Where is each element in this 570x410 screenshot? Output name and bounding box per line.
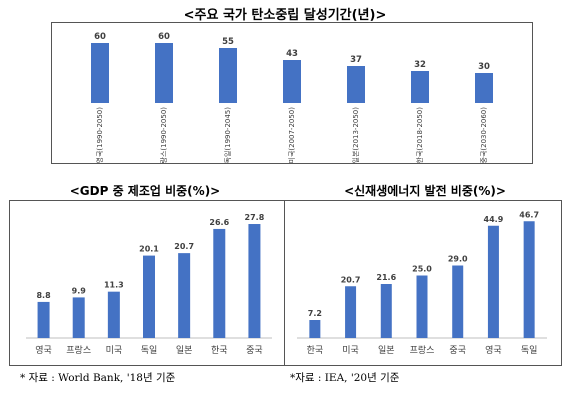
bar: [416, 275, 428, 338]
data-label: 60: [94, 32, 106, 42]
manufacturing-share-bar-chart: 8.8 영국 9.9 프랑스 11.3 미국 20.1 독일 20.7 일본 26.6 한국 27.8 중…: [26, 213, 272, 356]
data-label: 9.9: [72, 286, 87, 295]
data-label: 37: [350, 55, 362, 65]
data-label: 7.2: [308, 309, 322, 318]
data-label: 20.7: [341, 275, 361, 284]
bar: [380, 284, 392, 338]
bar: [213, 228, 226, 338]
x-tick-label: 독일: [521, 345, 538, 356]
data-label: 32: [414, 60, 426, 70]
chart-frame-manufacturing-share: 8.8 영국 9.9 프랑스 11.3 미국 20.1 독일 20.7 일본 26.6 한국 27.8 중…: [9, 200, 285, 366]
bar: [143, 255, 155, 338]
data-label: 44.9: [484, 215, 504, 224]
x-tick-label: 프랑스: [410, 344, 435, 356]
x-tick-label: 한국(2018-2050): [416, 107, 424, 163]
bar: [107, 291, 120, 338]
source-note-world-bank: * 자료 : World Bank, '18년 기준: [20, 372, 176, 384]
bar: [452, 265, 464, 338]
bar: [475, 73, 493, 103]
chart-frame-carbon-neutral: 60 영국(1990-2050) 60 프랑스(1990-2050) 55 독일(1990…: [51, 22, 533, 170]
x-tick-label: 프랑스: [66, 344, 91, 356]
chart-title-renewable-share: <신재생에너지 발전 비중(%)>: [344, 184, 506, 198]
bar: [91, 43, 109, 103]
x-tick-label: 영국(1990-2050): [95, 107, 104, 163]
data-label: 55: [222, 37, 234, 47]
x-tick-label: 독일: [141, 345, 158, 356]
data-label: 25.0: [412, 265, 432, 274]
data-label: 26.6: [209, 218, 229, 227]
bar: [347, 66, 365, 103]
data-label: 27.8: [245, 213, 265, 222]
x-tick-label: 미국: [106, 345, 123, 356]
bar: [283, 60, 301, 103]
data-label: 46.7: [519, 210, 539, 219]
data-label: 11.3: [104, 281, 124, 290]
x-tick-label: 미국(2007-2050): [287, 107, 296, 163]
data-label: 8.8: [36, 291, 51, 300]
x-tick-label: 중국: [449, 345, 466, 356]
x-tick-label: 일본(2013-2050): [351, 107, 360, 163]
bar: [487, 225, 499, 338]
data-label: 21.6: [376, 273, 396, 282]
carbon-neutral-bar-chart: 60 영국(1990-2050) 60 프랑스(1990-2050) 55 독일(1990…: [91, 32, 493, 170]
bar: [155, 43, 173, 103]
x-tick-label: 한국: [211, 345, 228, 356]
renewable-share-bar-chart: 7.2 한국 20.7 미국 21.6 일본 25.0 프랑스 29.0 중국 44.9 영국 46.7…: [297, 210, 547, 356]
data-label: 30: [478, 62, 490, 72]
x-tick-label: 중국: [246, 345, 263, 356]
bar: [219, 48, 237, 103]
x-tick-label: 일본: [176, 345, 193, 356]
bar: [309, 320, 321, 338]
bar: [248, 224, 261, 338]
x-tick-label: 독일(1990-2045): [223, 107, 232, 163]
chart-frame-renewable-share: 7.2 한국 20.7 미국 21.6 일본 25.0 프랑스 29.0 중국 44.9 영국 46.7…: [284, 200, 562, 366]
data-label: 60: [158, 32, 170, 42]
source-note-iea: *자료 : IEA, '20년 기준: [290, 372, 400, 384]
x-tick-label: 영국: [35, 345, 52, 356]
data-label: 20.7: [174, 242, 194, 251]
data-label: 43: [286, 49, 298, 59]
bar: [345, 286, 357, 338]
bar: [411, 71, 429, 103]
x-tick-label: 중국(2030-2060): [480, 107, 488, 163]
bar: [37, 301, 50, 338]
chart-title-manufacturing-share: <GDP 중 제조업 비중(%)>: [69, 184, 221, 198]
data-label: 20.1: [139, 245, 159, 254]
bar: [178, 253, 191, 338]
bar: [72, 297, 85, 338]
x-tick-label: 프랑스(1990-2050): [160, 107, 168, 163]
bar: [523, 221, 535, 338]
x-tick-label: 한국: [307, 345, 324, 356]
data-label: 29.0: [448, 255, 468, 264]
x-tick-label: 미국: [342, 345, 359, 356]
x-tick-label: 일본: [378, 345, 395, 356]
x-tick-label: 영국: [485, 345, 502, 356]
chart-title-carbon-neutral: <주요 국가 탄소중립 달성기간(년)>: [183, 8, 387, 23]
